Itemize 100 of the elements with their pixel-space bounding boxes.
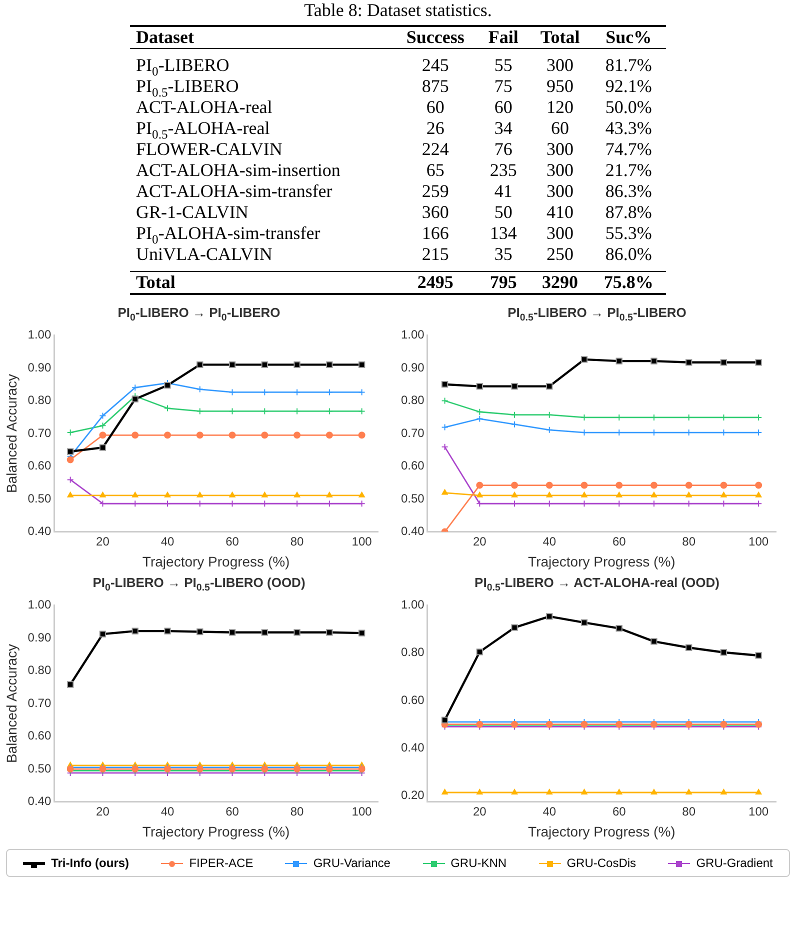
data-label: 250	[546, 244, 575, 266]
x-tick-label: 20	[96, 804, 110, 818]
legend-label: Tri-Info (ours)	[51, 856, 130, 870]
data-label: 134	[488, 223, 518, 244]
data-label: 26	[425, 118, 446, 139]
data-label: 300	[546, 54, 575, 76]
y-tick-label: 0.40	[28, 794, 52, 808]
text: Dataset	[135, 26, 195, 48]
data-label: 950	[546, 76, 575, 97]
data-label: 92.1%	[604, 76, 653, 97]
x-tick-label: 40	[160, 804, 174, 818]
text: Success	[405, 26, 466, 48]
category-label: PI$_{0}$-ALOHA-sim-transfer	[135, 223, 322, 247]
legend-label: GRU-Gradient	[696, 856, 773, 870]
data-label: 60	[425, 97, 446, 118]
data-label: 300	[546, 139, 575, 160]
data-label: 87.8%	[604, 202, 653, 223]
data-label: 55.3%	[604, 223, 653, 244]
y-tick-label: 0.90	[28, 360, 52, 374]
data-label: 75.8%	[602, 272, 654, 294]
data-label: 120	[546, 97, 575, 118]
x-tick-label: 80	[290, 534, 304, 548]
legend-label: GRU-KNN	[450, 856, 507, 870]
y-tick-label: 0.60	[400, 692, 425, 707]
data-label: 81.7%	[604, 54, 653, 76]
data-label: 224	[420, 139, 450, 160]
x-tick-label: 40	[542, 804, 556, 818]
data-label: 60	[550, 118, 570, 139]
y-tick-label: 0.40	[400, 524, 425, 538]
x-tick-label: 40	[542, 534, 556, 548]
y-tick-label: 1.00	[28, 328, 52, 342]
text: Suc%	[604, 26, 653, 48]
x-tick-label: 80	[682, 804, 696, 818]
y-tick-label: 0.80	[400, 645, 425, 660]
data-label: 3290	[541, 272, 580, 294]
y-tick-label: 0.90	[28, 630, 52, 644]
x-tick-label: 60	[612, 534, 626, 548]
data-label: 86.3%	[604, 181, 653, 202]
data-label: 21.7%	[604, 160, 653, 181]
data-label: 360	[420, 202, 450, 223]
category-label: UniVLA-CALVIN	[135, 244, 274, 266]
y-tick-label: 0.70	[400, 426, 425, 440]
x-tick-label: 40	[160, 534, 174, 548]
data-label: 74.7%	[604, 139, 653, 160]
data-label: 60	[493, 97, 514, 118]
data-label: 2495	[416, 272, 454, 294]
x-tick-label: 80	[682, 534, 696, 548]
x-axis-title: Trajectory Progress (%)	[528, 553, 676, 570]
y-tick-label: 0.40	[400, 740, 425, 754]
x-tick-label: 100	[352, 534, 372, 548]
category-label: FLOWER-CALVIN	[135, 139, 284, 160]
data-label: 300	[546, 223, 575, 244]
legend-label: FIPER-ACE	[189, 856, 254, 870]
data-label: 34	[493, 118, 514, 139]
x-tick-label: 20	[472, 534, 487, 548]
y-axis-title: Balanced Accuracy	[3, 374, 20, 494]
category-label: ACT-ALOHA-real	[135, 97, 274, 118]
data-label: 86.0%	[604, 244, 653, 266]
y-tick-label: 0.40	[28, 524, 52, 538]
data-label: 245	[420, 54, 450, 76]
x-axis-title: Trajectory Progress (%)	[528, 823, 676, 840]
data-label: 795	[488, 272, 518, 294]
y-tick-label: 0.60	[28, 728, 52, 743]
x-tick-label: 60	[612, 804, 626, 818]
category-label: PI$_{0}$-LIBERO	[135, 54, 230, 79]
x-tick-label: 60	[226, 804, 240, 818]
x-tick-label: 60	[226, 534, 240, 548]
chart-title: PI$_{0.5}$-LIBERO → PI$_{0.5}$-LIBERO	[506, 305, 688, 325]
y-tick-label: 0.80	[400, 393, 425, 408]
y-tick-label: 1.00	[28, 598, 52, 612]
x-tick-label: 100	[748, 534, 769, 548]
y-tick-label: 0.80	[28, 663, 52, 678]
y-tick-label: 0.50	[28, 761, 52, 776]
text: Table 8: Dataset statistics.	[303, 0, 493, 21]
category-label: PI$_{0.5}$-LIBERO	[135, 76, 240, 100]
chart-title: PI$_{0.5}$-LIBERO → ACT-ALOHA-real (OOD)	[474, 575, 720, 595]
x-tick-label: 20	[96, 534, 110, 548]
x-tick-label: 100	[748, 804, 769, 818]
y-tick-label: 0.90	[400, 360, 425, 374]
category-label: PI$_{0.5}$-ALOHA-real	[135, 118, 271, 142]
y-tick-label: 1.00	[400, 328, 425, 342]
category-label: Total	[135, 272, 176, 294]
x-axis-title: Trajectory Progress (%)	[142, 553, 290, 570]
data-label: 300	[546, 160, 575, 181]
y-tick-label: 0.20	[400, 788, 425, 802]
x-tick-label: 20	[472, 804, 487, 818]
y-tick-label: 0.50	[28, 491, 52, 506]
y-tick-label: 0.60	[400, 458, 425, 473]
data-label: 300	[546, 181, 575, 202]
data-label: 166	[420, 223, 450, 244]
data-label: 50	[493, 202, 514, 223]
data-label: 50.0%	[604, 97, 653, 118]
data-label: 76	[493, 139, 514, 160]
y-tick-label: 1.00	[400, 598, 425, 612]
x-tick-label: 80	[290, 804, 304, 818]
chart-title: PI$_{0}$-LIBERO → PI$_{0}$-LIBERO	[116, 305, 282, 325]
data-label: 41	[493, 181, 514, 202]
category-label: ACT-ALOHA-sim-transfer	[135, 181, 334, 202]
category-label: GR-1-CALVIN	[135, 202, 250, 223]
y-tick-label: 0.80	[28, 393, 52, 408]
